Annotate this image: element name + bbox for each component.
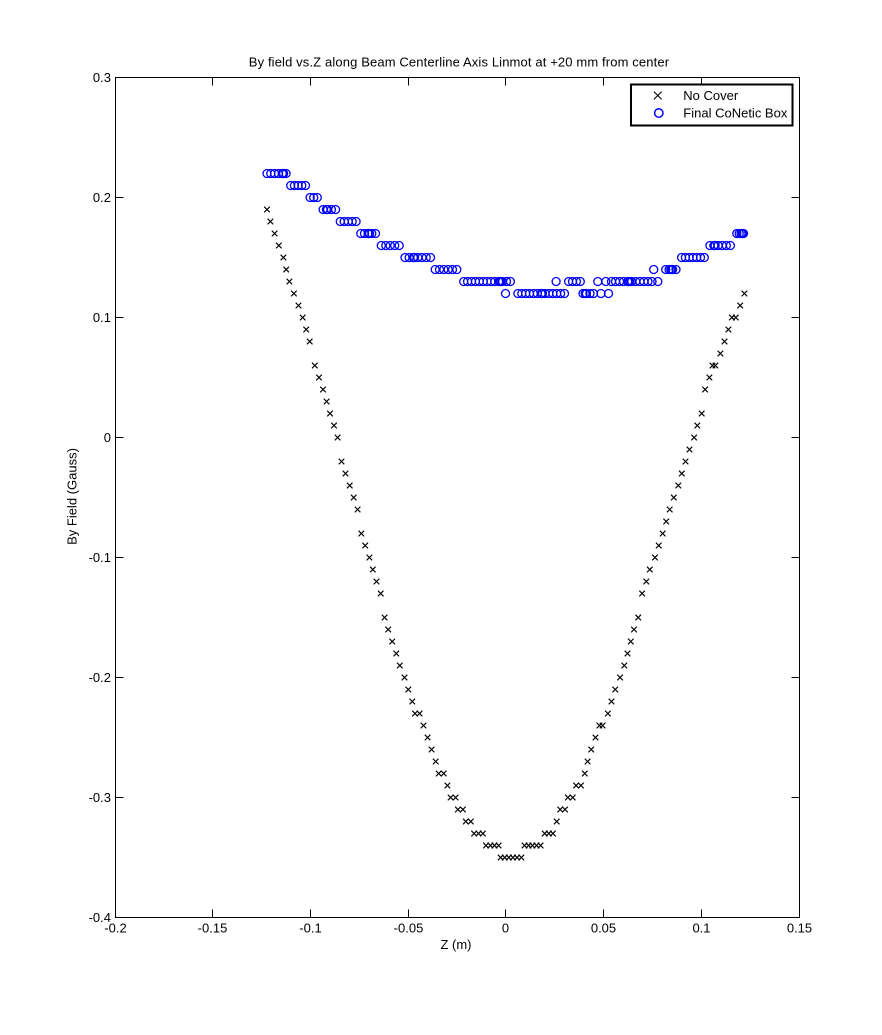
svg-text:No Cover: No Cover bbox=[683, 88, 739, 103]
svg-text:-0.3: -0.3 bbox=[89, 790, 111, 805]
svg-text:Final CoNetic Box: Final CoNetic Box bbox=[683, 106, 788, 121]
svg-text:0: 0 bbox=[104, 430, 111, 445]
svg-text:0.1: 0.1 bbox=[93, 310, 111, 325]
svg-text:0.2: 0.2 bbox=[93, 190, 111, 205]
svg-text:-0.15: -0.15 bbox=[198, 921, 228, 936]
svg-text:0: 0 bbox=[502, 921, 509, 936]
svg-text:0.15: 0.15 bbox=[787, 921, 812, 936]
svg-text:-0.1: -0.1 bbox=[89, 550, 111, 565]
svg-text:-0.4: -0.4 bbox=[89, 910, 111, 925]
svg-text:-0.2: -0.2 bbox=[104, 921, 126, 936]
svg-text:0.05: 0.05 bbox=[591, 921, 616, 936]
svg-text:0.3: 0.3 bbox=[93, 70, 111, 85]
svg-text:By field vs.Z along Beam Cente: By field vs.Z along Beam Centerline Axis… bbox=[249, 54, 670, 69]
svg-text:By Field (Gauss): By Field (Gauss) bbox=[65, 448, 80, 545]
svg-text:Z (m): Z (m) bbox=[440, 937, 471, 952]
svg-text:0.1: 0.1 bbox=[692, 921, 710, 936]
svg-text:-0.2: -0.2 bbox=[89, 670, 111, 685]
svg-text:-0.1: -0.1 bbox=[299, 921, 321, 936]
svg-text:-0.05: -0.05 bbox=[394, 921, 424, 936]
